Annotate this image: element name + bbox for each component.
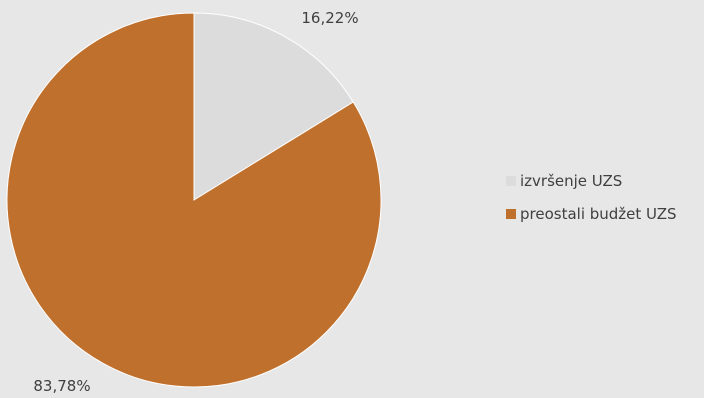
- data-labels: 16,22% 83,78%: [33, 9, 358, 395]
- data-label-1: 16,22%: [301, 9, 358, 27]
- data-label-2: 83,78%: [33, 377, 90, 395]
- legend-label-1: izvršenje UZS: [520, 172, 622, 190]
- legend-swatch-1: [506, 176, 516, 186]
- pie-slice-1: [193, 12, 354, 201]
- pie-slices: [6, 12, 382, 388]
- legend-label-2: preostali budžet UZS: [520, 205, 677, 223]
- pie-slice-2: [6, 12, 382, 388]
- legend: izvršenje UZS preostali budžet UZS: [506, 172, 677, 223]
- legend-swatch-2: [506, 209, 516, 219]
